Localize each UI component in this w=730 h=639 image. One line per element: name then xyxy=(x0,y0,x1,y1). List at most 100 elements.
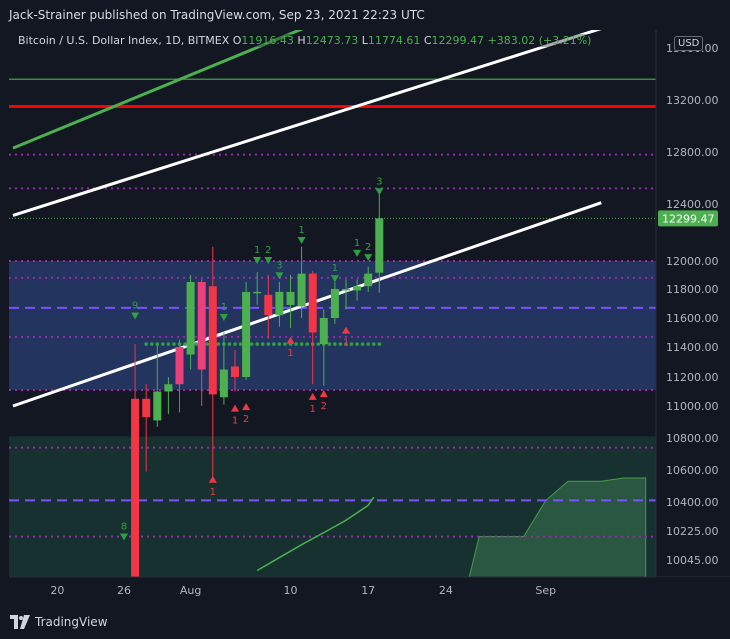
symbol-title[interactable]: Bitcoin / U.S. Dollar Index, 1D, BITMEX xyxy=(18,34,230,47)
signal-dot xyxy=(355,342,359,346)
candle-21[interactable] xyxy=(364,273,373,287)
signal-dot xyxy=(194,342,198,346)
time-tick-6: Sep xyxy=(535,584,556,597)
td-label-15: 1 xyxy=(354,238,360,249)
signal-dot xyxy=(305,342,309,346)
td-label-9: 1 xyxy=(287,348,293,359)
td-arrow-down-6 xyxy=(253,257,262,264)
time-tick-4: 17 xyxy=(361,584,375,597)
candle-18[interactable] xyxy=(330,289,339,318)
price-tick-5: 11800.00 xyxy=(666,283,719,296)
signal-dot xyxy=(260,342,265,346)
tradingview-logo-icon xyxy=(10,615,30,629)
candle-17[interactable] xyxy=(319,318,328,345)
price-tick-9: 11000.00 xyxy=(666,400,719,413)
candle-9[interactable] xyxy=(231,366,239,378)
candle-5[interactable] xyxy=(186,282,195,355)
signal-dot xyxy=(149,342,154,346)
candle-3[interactable] xyxy=(164,384,173,392)
td-arrow-down-3 xyxy=(219,314,228,321)
signal-dot xyxy=(371,342,376,346)
signal-dot xyxy=(227,342,232,346)
td-label-17: 3 xyxy=(376,176,382,187)
signal-dot xyxy=(238,342,243,346)
low-label: L xyxy=(361,34,368,47)
td-arrow-up-14 xyxy=(342,326,350,334)
signal-dot xyxy=(277,342,282,346)
td-label-13: 1 xyxy=(332,263,338,274)
price-tick-14: 10045.00 xyxy=(666,554,719,567)
currency-badge[interactable]: USD xyxy=(674,36,704,51)
candle-4[interactable] xyxy=(175,347,184,385)
td-arrow-down-10 xyxy=(297,237,306,245)
trend-line-0[interactable] xyxy=(12,29,602,217)
td-label-8: 3 xyxy=(276,260,282,271)
signal-dot xyxy=(266,342,271,346)
candle-19[interactable] xyxy=(342,289,350,291)
td-label-11: 1 xyxy=(310,404,316,415)
candle-1[interactable] xyxy=(142,398,151,418)
td-arrow-up-9 xyxy=(286,336,295,344)
td-label-1: 9 xyxy=(132,301,138,312)
change-value: +383.02 (+3.21%) xyxy=(487,34,592,47)
candle-14[interactable] xyxy=(286,291,295,305)
candle-20[interactable] xyxy=(353,286,362,291)
candle-15[interactable] xyxy=(297,273,306,307)
signal-dot xyxy=(316,342,321,346)
high-value: 12473.73 xyxy=(305,34,359,47)
signal-dot xyxy=(360,342,365,346)
time-tick-3: 10 xyxy=(284,584,298,597)
candle-10[interactable] xyxy=(242,291,251,377)
tradingview-logo[interactable]: TradingView xyxy=(10,615,108,629)
signal-dot xyxy=(183,342,187,346)
zone-0 xyxy=(9,261,656,391)
price-tick-4: 12000.00 xyxy=(666,255,719,268)
candle-16[interactable] xyxy=(308,273,317,333)
close-value: 12299.47 xyxy=(431,34,485,47)
td-arrow-down-1 xyxy=(131,312,140,320)
td-arrow-down-15 xyxy=(353,249,362,257)
axis-corner xyxy=(656,577,730,606)
signal-dot xyxy=(377,342,382,346)
td-label-12: 2 xyxy=(321,401,327,412)
td-arrow-up-11 xyxy=(308,392,317,400)
price-axis[interactable] xyxy=(656,30,730,577)
footer-bar: TradingView xyxy=(0,606,730,639)
candle-6[interactable] xyxy=(197,282,206,370)
candle-12[interactable] xyxy=(264,294,273,316)
time-tick-5: 24 xyxy=(439,584,453,597)
time-tick-1: 26 xyxy=(117,584,131,597)
candle-22[interactable] xyxy=(375,218,384,273)
price-tick-12: 10400.00 xyxy=(666,496,719,509)
td-arrow-up-4 xyxy=(231,404,239,412)
signal-dot xyxy=(216,342,221,346)
candle-13[interactable] xyxy=(275,291,284,316)
last-price-badge xyxy=(658,210,718,227)
time-axis[interactable] xyxy=(0,577,730,606)
candle-2[interactable] xyxy=(153,391,162,421)
last-price-label: 12299.47 xyxy=(662,212,715,225)
td-label-6: 1 xyxy=(254,245,260,256)
candle-0[interactable] xyxy=(131,398,140,582)
high-label: H xyxy=(297,34,306,47)
td-label-3: 1 xyxy=(221,302,227,313)
price-tick-10: 10800.00 xyxy=(666,432,719,445)
trend-line-1[interactable] xyxy=(12,201,602,408)
td-arrow-down-13 xyxy=(330,275,339,283)
candle-8[interactable] xyxy=(219,369,228,398)
signal-dot xyxy=(294,342,298,346)
td-label-4: 1 xyxy=(232,416,238,427)
td-arrow-down-7 xyxy=(264,257,273,264)
candle-7[interactable] xyxy=(208,286,217,395)
signal-dot xyxy=(205,342,210,346)
td-label-5: 2 xyxy=(243,414,249,425)
signal-dot xyxy=(272,342,276,346)
signal-dot xyxy=(338,342,343,346)
time-tick-0: 20 xyxy=(50,584,64,597)
candle-11[interactable] xyxy=(253,291,262,294)
publisher-bar: Jack-Strainer published on TradingView.c… xyxy=(0,0,730,30)
time-tick-2: Aug xyxy=(180,584,201,597)
trend-line-2[interactable] xyxy=(12,25,313,150)
